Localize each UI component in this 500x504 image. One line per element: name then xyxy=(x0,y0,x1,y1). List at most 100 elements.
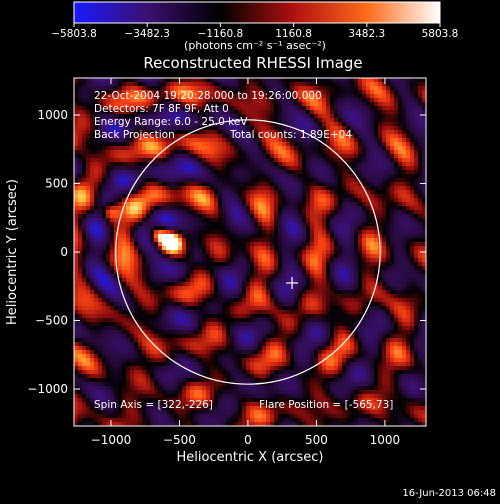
heatmap-cell xyxy=(90,170,95,175)
heatmap-cell xyxy=(150,278,155,283)
heatmap-cell xyxy=(230,210,235,215)
heatmap-cell xyxy=(90,274,95,279)
heatmap-cell xyxy=(98,202,103,207)
heatmap-cell xyxy=(270,298,275,303)
heatmap-cell xyxy=(78,106,83,111)
heatmap-cell xyxy=(286,354,291,359)
heatmap-cell xyxy=(162,226,167,231)
heatmap-cell xyxy=(106,78,111,83)
heatmap-cell xyxy=(158,338,163,343)
heatmap-cell xyxy=(170,194,175,199)
heatmap-cell xyxy=(266,358,271,363)
heatmap-cell xyxy=(142,346,147,351)
heatmap-cell xyxy=(282,118,287,123)
heatmap-cell xyxy=(294,186,299,191)
heatmap-cell xyxy=(198,338,203,343)
heatmap-cell xyxy=(218,386,223,391)
heatmap-cell xyxy=(182,330,187,335)
heatmap-cell xyxy=(218,194,223,199)
heatmap-cell xyxy=(298,230,303,235)
heatmap-cell xyxy=(94,262,99,267)
heatmap-cell xyxy=(214,314,219,319)
heatmap-cell xyxy=(258,298,263,303)
heatmap-cell xyxy=(270,262,275,267)
heatmap-cell xyxy=(118,242,123,247)
heatmap-cell xyxy=(86,194,91,199)
heatmap-cell xyxy=(278,174,283,179)
heatmap-cell xyxy=(262,278,267,283)
heatmap-cell xyxy=(86,382,91,387)
heatmap-cell xyxy=(198,290,203,295)
heatmap-cell xyxy=(190,418,195,423)
heatmap-cell xyxy=(178,82,183,87)
heatmap-cell xyxy=(286,358,291,363)
heatmap-cell xyxy=(202,242,207,247)
heatmap-cell xyxy=(154,230,159,235)
heatmap-cell xyxy=(162,374,167,379)
heatmap-cell xyxy=(158,342,163,347)
heatmap-cell xyxy=(138,382,143,387)
heatmap-cell xyxy=(298,170,303,175)
heatmap-cell xyxy=(166,262,171,267)
heatmap-cell xyxy=(130,306,135,311)
heatmap-cell xyxy=(94,302,99,307)
heatmap-cell xyxy=(202,198,207,203)
heatmap-cell xyxy=(166,290,171,295)
heatmap-cell xyxy=(202,254,207,259)
heatmap-cell xyxy=(206,334,211,339)
heatmap-cell xyxy=(278,158,283,163)
heatmap-cell xyxy=(254,226,259,231)
heatmap-cell xyxy=(94,142,99,147)
heatmap-cell xyxy=(114,326,119,331)
heatmap-cell xyxy=(246,218,251,223)
heatmap-cell xyxy=(186,290,191,295)
heatmap-cell xyxy=(94,334,99,339)
heatmap-cell xyxy=(274,322,279,327)
heatmap-cell xyxy=(142,258,147,263)
heatmap-cell xyxy=(254,330,259,335)
heatmap-cell xyxy=(250,266,255,271)
heatmap-cell xyxy=(78,378,83,383)
heatmap-cell xyxy=(178,210,183,215)
heatmap-cell xyxy=(286,366,291,371)
heatmap-cell xyxy=(98,242,103,247)
heatmap-cell xyxy=(294,154,299,159)
heatmap-cell xyxy=(258,370,263,375)
heatmap-cell xyxy=(94,158,99,163)
heatmap-cell xyxy=(266,282,271,287)
heatmap-cell xyxy=(178,230,183,235)
heatmap-cell xyxy=(238,282,243,287)
heatmap-cell xyxy=(162,310,167,315)
heatmap-cell xyxy=(82,418,87,423)
heatmap-cell xyxy=(262,414,267,419)
heatmap-cell xyxy=(234,302,239,307)
heatmap-cell xyxy=(90,326,95,331)
heatmap-cell xyxy=(278,370,283,375)
heatmap-cell xyxy=(210,358,215,363)
heatmap-cell xyxy=(242,286,247,291)
heatmap-cell xyxy=(222,306,227,311)
heatmap-cell xyxy=(210,230,215,235)
heatmap-cell xyxy=(174,182,179,187)
heatmap-cell xyxy=(298,214,303,219)
heatmap-cell xyxy=(102,378,107,383)
heatmap-cell xyxy=(250,82,255,87)
heatmap-cell xyxy=(182,138,187,143)
heatmap-cell xyxy=(118,258,123,263)
heatmap-cell xyxy=(162,194,167,199)
heatmap-cell xyxy=(94,338,99,343)
heatmap-cell xyxy=(134,334,139,339)
heatmap-cell xyxy=(126,334,131,339)
heatmap-cell xyxy=(110,290,115,295)
heatmap-cell xyxy=(122,266,127,271)
heatmap-cell xyxy=(290,106,295,111)
heatmap-cell xyxy=(226,246,231,251)
heatmap-cell xyxy=(222,322,227,327)
heatmap-cell xyxy=(130,266,135,271)
heatmap-cell xyxy=(222,210,227,215)
heatmap-cell xyxy=(74,386,79,391)
heatmap-cell xyxy=(166,202,171,207)
heatmap-cell xyxy=(234,334,239,339)
heatmap-cell xyxy=(302,122,307,127)
heatmap-cell xyxy=(74,98,79,103)
